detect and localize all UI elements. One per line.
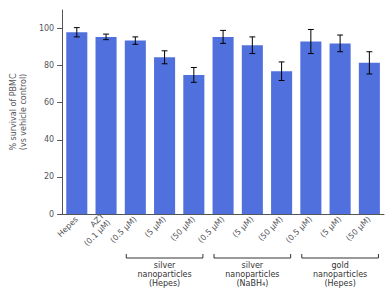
svg-text:(5 μM): (5 μM) — [319, 215, 344, 240]
svg-text:(vs vehicle control): (vs vehicle control) — [19, 74, 28, 150]
svg-text:nanoparticles: nanoparticles — [225, 270, 279, 279]
svg-text:(5 μM): (5 μM) — [143, 215, 168, 240]
svg-text:% survival of PBMC: % survival of PBMC — [9, 73, 18, 151]
svg-text:20: 20 — [44, 172, 54, 181]
svg-text:(NaBH₄): (NaBH₄) — [236, 279, 268, 288]
svg-text:100: 100 — [39, 24, 54, 33]
svg-text:silver: silver — [154, 261, 176, 270]
svg-text:0: 0 — [49, 210, 54, 219]
svg-text:silver: silver — [242, 261, 264, 270]
svg-text:nanoparticles: nanoparticles — [313, 270, 367, 279]
svg-text:80: 80 — [44, 61, 54, 70]
svg-text:(Hepes): (Hepes) — [324, 279, 355, 288]
svg-text:AZT: AZT — [88, 211, 107, 230]
svg-text:40: 40 — [44, 135, 54, 144]
svg-text:60: 60 — [44, 98, 54, 107]
svg-text:(50 μM): (50 μM) — [257, 215, 285, 243]
svg-text:Hepes: Hepes — [56, 215, 80, 239]
svg-text:(5 μM): (5 μM) — [231, 215, 256, 240]
svg-text:(50 μM): (50 μM) — [344, 215, 372, 243]
svg-text:(0.1 μM): (0.1 μM) — [82, 218, 112, 248]
svg-text:(0.5 μM): (0.5 μM) — [108, 215, 138, 245]
svg-text:nanoparticles: nanoparticles — [137, 270, 191, 279]
svg-text:(0.5 μM): (0.5 μM) — [196, 215, 226, 245]
svg-text:gold: gold — [331, 261, 348, 270]
svg-text:(Hepes): (Hepes) — [149, 279, 180, 288]
svg-text:(50 μM): (50 μM) — [169, 215, 197, 243]
svg-text:(0.5 μM): (0.5 μM) — [284, 215, 314, 245]
